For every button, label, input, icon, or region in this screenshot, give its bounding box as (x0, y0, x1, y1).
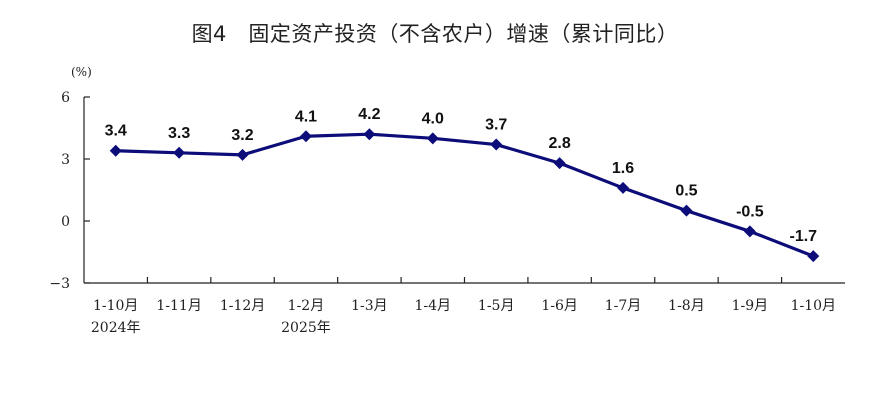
chart-title: 图4 固定资产投资（不含农户）增速（累计同比） (191, 22, 679, 46)
y-tick-label: 3 (61, 152, 70, 168)
y-tick-label: −3 (49, 276, 70, 292)
data-label: 3.2 (231, 127, 253, 144)
x-axis-ticks: 1-10月 1-11月 1-12月 1-2月 1-3月 1-4月 1-5月 1-6月 1-7月 1… (91, 277, 836, 336)
axes: (%) (71, 65, 845, 284)
x-tick-label: 1-7月 (605, 298, 642, 314)
data-label: 4.2 (358, 106, 380, 123)
series-line (115, 132, 814, 258)
y-unit-label: (%) (71, 65, 92, 79)
x-tick-label: 1-4月 (415, 298, 452, 314)
data-point-marker (363, 128, 376, 141)
data-label: -0.5 (736, 203, 764, 220)
x-tick-label: 1-8月 (668, 298, 705, 314)
x-tick-label: 1-11月 (156, 298, 201, 314)
data-point-marker (426, 132, 439, 145)
data-point-marker (299, 130, 312, 143)
x-tick-label: 1-10月 (93, 298, 138, 314)
data-label: 3.7 (485, 117, 507, 134)
data-label: 2.8 (549, 135, 571, 152)
data-point-marker (553, 157, 566, 170)
data-label: 4.0 (422, 110, 444, 127)
data-point-marker (236, 148, 249, 161)
data-point-marker (617, 181, 630, 194)
x-tick-label: 1-6月 (541, 298, 578, 314)
y-tick-label: 0 (61, 214, 70, 230)
data-point-marker (109, 144, 122, 157)
data-label: 4.1 (295, 108, 317, 125)
x-tick-label: 1-5月 (478, 298, 515, 314)
x-year-label: 2025年 (281, 320, 331, 336)
y-tick-label: 6 (61, 90, 70, 106)
x-tick-label: 1-9月 (732, 298, 769, 314)
data-point-marker (173, 146, 186, 159)
data-labels: 3.4 3.3 3.2 4.1 4.2 4.0 3.7 2.8 1.6 0.5 -0.5 -1.7 (105, 106, 818, 245)
series-line-group (109, 128, 820, 263)
data-point-marker (743, 225, 756, 238)
x-tick-label: 1-2月 (288, 298, 325, 314)
x-tick-label: 1-10月 (791, 298, 836, 314)
data-point-marker (490, 138, 503, 151)
x-tick-label: 1-3月 (351, 298, 388, 314)
data-point-marker (807, 250, 820, 263)
x-year-label: 2024年 (91, 320, 141, 336)
data-label: -1.7 (790, 228, 818, 245)
x-tick-label: 1-12月 (220, 298, 265, 314)
data-label: 0.5 (675, 183, 697, 200)
y-axis-ticks: 6 3 0 −3 (49, 90, 90, 292)
data-label: 3.4 (105, 123, 127, 140)
data-point-marker (680, 204, 693, 217)
data-label: 3.3 (168, 125, 190, 142)
data-label: 1.6 (612, 160, 634, 177)
